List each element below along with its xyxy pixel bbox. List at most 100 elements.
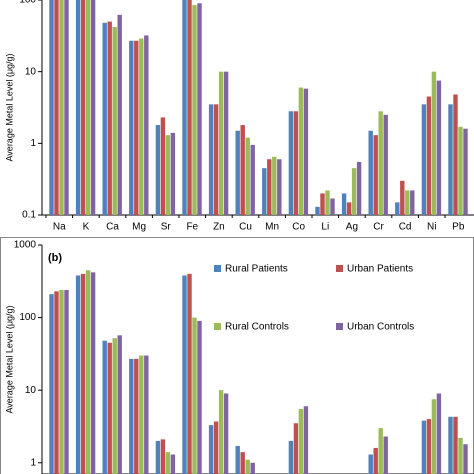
legend-label: Urban Patients [347,264,413,275]
x-tick-label: Li [321,222,329,233]
bar [320,193,325,215]
bar [330,198,335,215]
bar [160,439,166,474]
bar [182,275,187,474]
y-tick-label: 100 [19,312,36,323]
bar [383,436,388,474]
x-tick-label: Cd [399,222,412,233]
bar [315,206,320,215]
bar [80,0,86,215]
legend-swatch [214,265,221,272]
bar [240,125,245,215]
bar [107,21,112,215]
bar [208,425,214,474]
bar [303,406,309,474]
x-tick-label: Ca [106,222,119,233]
bar [90,272,96,474]
x-tick-label: Sr [161,222,172,233]
bar [250,144,255,215]
bar [373,135,378,215]
bar [49,0,54,215]
bar [134,40,139,215]
bar [458,437,463,474]
bar [378,428,383,474]
bar [218,71,224,215]
bar [421,420,427,474]
bar [293,111,299,215]
bar [453,94,458,215]
legend-label: Rural Controls [225,322,289,333]
bar [59,0,64,215]
bars [49,0,468,215]
bar [75,275,81,474]
bar [102,340,107,474]
bar [170,454,176,474]
bar [170,132,176,215]
x-tick-label: Mg [132,222,146,233]
bar [356,161,362,215]
bar [64,289,69,474]
legend-swatch [336,323,343,330]
y-tick-label: 10 [25,385,37,396]
bar [245,459,250,474]
bar [85,0,91,215]
bar [383,114,388,215]
bar [463,444,468,474]
bar [421,104,427,215]
x-tick-label: Cr [373,222,384,233]
bar [288,440,294,474]
y-tick-label: 1000 [14,240,37,251]
bar [368,454,373,474]
x-tick-label: Ag [346,222,358,233]
bar [426,419,432,474]
bar [325,190,330,215]
bar [129,358,134,474]
bar [187,0,192,215]
bar [298,409,304,474]
bar [272,156,277,215]
bar [187,273,192,474]
bar [64,0,69,215]
bar [144,355,149,474]
bar [448,416,453,474]
bar [102,22,107,215]
bar [90,0,96,215]
x-tick-label: K [83,222,90,233]
bar [192,317,197,474]
bar [448,104,453,215]
bar [218,390,224,474]
bar [160,117,166,215]
bar [400,180,405,215]
bar [112,27,117,215]
legend-label: Urban Controls [347,322,414,333]
bar [117,14,122,215]
bar [453,416,458,474]
bar [139,38,144,215]
bar [182,0,187,215]
bar [165,135,171,215]
x-tick-label: Co [292,222,305,233]
y-axis-title: Average Metal Level (μg/g) [4,53,14,161]
bar [54,291,59,474]
bar [293,423,299,474]
bar [431,71,437,215]
bars [49,270,468,474]
panel-label: (b) [48,252,62,264]
bar [129,40,134,215]
bar [223,71,229,215]
x-tick-label: Fe [186,222,198,233]
bar [410,190,415,215]
bar [235,446,240,474]
x-tick-label: Cu [239,222,252,233]
bar [458,126,463,215]
legend-swatch [214,323,221,330]
bar [277,159,282,215]
bar [288,111,294,215]
y-tick-label: 0.1 [22,210,36,221]
bar [155,125,161,215]
bar [117,335,122,474]
bar [240,452,245,474]
bar [431,399,437,474]
bar [368,130,373,215]
